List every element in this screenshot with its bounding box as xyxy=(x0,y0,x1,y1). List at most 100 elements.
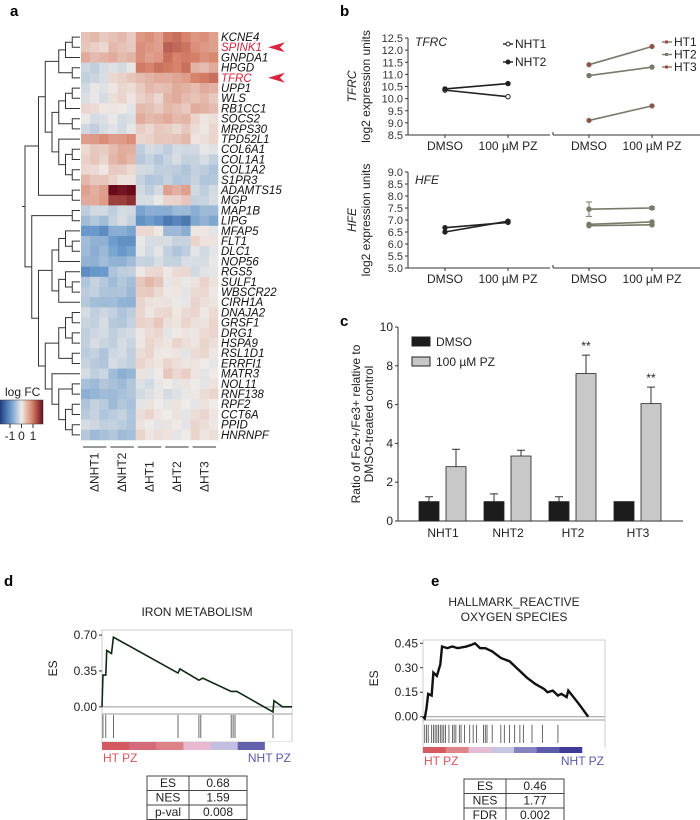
data-point xyxy=(649,205,655,211)
heatmap-cell xyxy=(199,307,210,318)
heatmap-cell xyxy=(81,419,91,431)
heatmap-cell xyxy=(172,246,182,257)
data-point xyxy=(649,103,655,109)
heatmap-cell xyxy=(117,225,127,237)
series-line-nht2 xyxy=(444,82,509,90)
heatmap-cell xyxy=(126,358,137,369)
heatmap-cell xyxy=(208,154,219,165)
heatmap-cell xyxy=(108,164,118,176)
heatmap-cell xyxy=(154,62,164,74)
heatmap-cell xyxy=(163,429,173,441)
gene-label: LIPG xyxy=(221,216,247,228)
heatmap-cell xyxy=(81,72,91,84)
heatmap-cell xyxy=(181,389,191,400)
heatmap-cell xyxy=(135,338,146,349)
y-tick-label: 10 xyxy=(380,320,394,334)
heatmap-cell xyxy=(154,389,164,400)
heatmap-cell xyxy=(154,154,164,165)
heatmap-cell xyxy=(181,62,191,74)
heatmap-cell xyxy=(108,297,118,308)
heatmap-cell xyxy=(181,195,191,206)
logfc-colorbar xyxy=(0,399,44,425)
heatmap-cell xyxy=(190,246,201,257)
bar-pz xyxy=(640,403,662,522)
heatmap-cell xyxy=(90,327,100,339)
heatmap-cell xyxy=(81,144,91,155)
heatmap-cell xyxy=(108,399,118,410)
x-tick-label: DMSO xyxy=(571,272,607,286)
heatmap-cell xyxy=(181,317,191,329)
heatmap-cell xyxy=(126,134,137,145)
heatmap-cell xyxy=(181,83,191,94)
heatmap-cell xyxy=(126,256,137,267)
y-tick-label: 0.30 xyxy=(395,661,419,675)
heatmap-cell xyxy=(163,185,173,196)
heatmap-cell xyxy=(154,93,164,104)
highlight-arrow-icon xyxy=(268,42,285,53)
heatmap-cell xyxy=(108,83,118,94)
gene-label: PPID xyxy=(221,420,248,432)
heatmap-cell xyxy=(144,307,155,318)
panel-label-c: c xyxy=(340,313,348,330)
rank-color-segment xyxy=(183,742,211,750)
rank-color-segment xyxy=(536,747,560,753)
heatmap-cell xyxy=(81,93,91,104)
rank-color-segment xyxy=(491,747,515,753)
gene-label: DRG1 xyxy=(221,328,253,340)
heatmap-cell xyxy=(99,368,109,380)
heatmap-cell xyxy=(117,134,127,145)
gene-label: FLT1 xyxy=(221,236,247,248)
gene-label: CCT6A xyxy=(221,409,259,421)
data-point xyxy=(505,219,511,226)
heatmap-cell xyxy=(108,368,118,380)
heatmap-cell xyxy=(117,429,127,441)
heatmap-cell xyxy=(99,419,109,431)
heatmap-cell xyxy=(81,103,91,114)
y-tick-label: 0.45 xyxy=(395,636,419,650)
y-tick-label: 10.0 xyxy=(382,94,403,106)
gene-label: RGS5 xyxy=(221,267,253,279)
heatmap-cell xyxy=(90,205,100,216)
rank-color-segment xyxy=(582,747,606,753)
heatmap-cell xyxy=(190,409,201,420)
heatmap-cell xyxy=(126,174,137,186)
heatmap-cell xyxy=(154,256,164,267)
heatmap-cell xyxy=(172,42,182,53)
y-tick-label: 0.00 xyxy=(395,710,419,724)
heatmap-cell xyxy=(199,266,210,278)
heatmap-cell xyxy=(199,419,210,431)
heatmap-cell xyxy=(108,246,118,257)
heatmap-cell xyxy=(99,93,109,104)
heatmap-cell xyxy=(117,154,127,165)
dendrogram-branch xyxy=(71,118,80,130)
y-tick-label: 6.5 xyxy=(388,227,403,239)
left-phenotype-label: HT PZ xyxy=(103,751,137,765)
heatmap-cell xyxy=(163,266,173,278)
heatmap-cell xyxy=(126,419,137,431)
gene-label: KCNE4 xyxy=(221,32,259,44)
right-phenotype-label: NHT PZ xyxy=(248,751,291,765)
colorbar-tick-label: 0 xyxy=(18,429,25,443)
gene-label: SOCS2 xyxy=(221,114,261,126)
significance-label: ** xyxy=(581,339,591,353)
heatmap-cell xyxy=(190,368,201,380)
heatmap-cell xyxy=(172,215,182,227)
heatmap-cell xyxy=(181,42,191,53)
series-line-ht1 xyxy=(588,207,653,210)
heatmap-cell xyxy=(181,307,191,318)
stats-name: NES xyxy=(156,791,181,805)
heatmap-cell xyxy=(208,378,219,390)
gene-label: WLS xyxy=(221,93,246,105)
heatmap-cell xyxy=(154,236,164,247)
heatmap-cell xyxy=(190,378,201,390)
error-bar xyxy=(490,493,498,502)
heatmap-cell xyxy=(126,409,137,420)
heatmap-cell xyxy=(154,42,164,53)
heatmap-cell xyxy=(81,256,91,267)
heatmap-cell xyxy=(117,185,127,196)
heatmap-cell xyxy=(190,154,201,165)
heatmap-cell xyxy=(199,338,210,349)
heatmap-cell xyxy=(172,62,182,74)
series-line-ht2 xyxy=(588,66,653,77)
